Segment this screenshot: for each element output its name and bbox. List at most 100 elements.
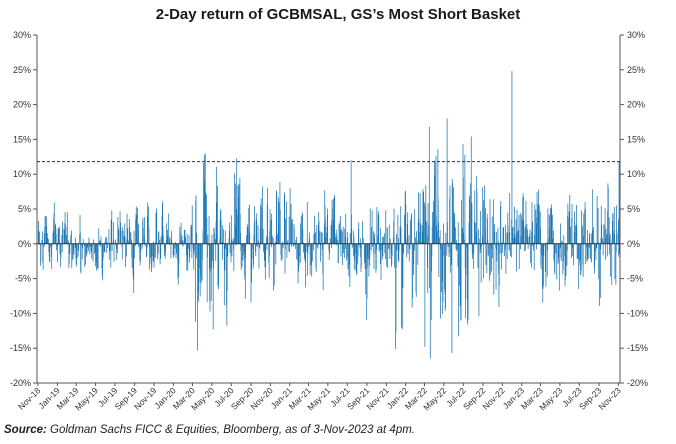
bar bbox=[438, 221, 439, 244]
bar bbox=[589, 233, 591, 244]
bar bbox=[420, 222, 421, 244]
bar bbox=[426, 235, 428, 244]
bar bbox=[250, 243, 252, 303]
bar bbox=[395, 243, 397, 269]
bar bbox=[179, 226, 181, 244]
bar bbox=[291, 218, 293, 244]
bar bbox=[351, 228, 353, 244]
bar bbox=[547, 208, 549, 244]
bar bbox=[358, 243, 360, 246]
bar bbox=[362, 237, 364, 244]
bar bbox=[404, 214, 405, 244]
bar bbox=[582, 243, 584, 277]
bar bbox=[336, 229, 338, 244]
bar bbox=[599, 243, 601, 299]
bar bbox=[90, 243, 92, 253]
bar bbox=[211, 243, 212, 268]
bar bbox=[104, 243, 106, 253]
bar bbox=[111, 243, 113, 251]
bar bbox=[254, 206, 255, 244]
bar bbox=[134, 243, 136, 247]
bar bbox=[236, 158, 238, 244]
bar bbox=[531, 243, 533, 246]
y-tick-label-right: 15% bbox=[627, 134, 645, 144]
bar bbox=[494, 231, 496, 244]
bar bbox=[149, 243, 151, 264]
bar bbox=[389, 243, 391, 260]
bar bbox=[500, 201, 502, 244]
y-tick-label-left: 20% bbox=[13, 100, 31, 110]
bar bbox=[61, 243, 63, 253]
bar bbox=[106, 237, 107, 244]
bar bbox=[214, 232, 215, 244]
bar bbox=[429, 243, 431, 359]
bar bbox=[334, 195, 335, 244]
bar bbox=[235, 225, 237, 244]
bar bbox=[180, 222, 182, 244]
bar bbox=[612, 213, 614, 244]
bar bbox=[309, 243, 311, 275]
bar bbox=[93, 243, 95, 254]
bar bbox=[479, 243, 481, 253]
bar bbox=[615, 243, 617, 253]
bar bbox=[147, 202, 149, 244]
bar bbox=[359, 238, 361, 244]
bar bbox=[442, 243, 444, 256]
bar bbox=[146, 243, 148, 248]
bar bbox=[558, 243, 560, 291]
bar bbox=[340, 243, 342, 257]
bar bbox=[482, 243, 484, 279]
bar bbox=[293, 227, 295, 244]
bar bbox=[243, 243, 244, 256]
bar bbox=[560, 223, 561, 244]
bar bbox=[540, 243, 542, 270]
bar bbox=[273, 243, 274, 291]
bar bbox=[403, 243, 404, 253]
bar bbox=[71, 230, 72, 244]
bar bbox=[209, 243, 211, 312]
bar bbox=[335, 233, 337, 244]
bar bbox=[61, 234, 63, 244]
bar bbox=[424, 243, 426, 347]
bar bbox=[279, 209, 281, 244]
x-tick-label: Nov-22 bbox=[480, 385, 507, 412]
bar bbox=[282, 243, 284, 249]
bar bbox=[417, 243, 419, 265]
bar bbox=[211, 234, 213, 244]
bar bbox=[311, 243, 313, 262]
bar bbox=[505, 243, 507, 274]
bar bbox=[57, 243, 58, 263]
bar bbox=[344, 243, 345, 258]
bar bbox=[580, 243, 582, 271]
bar bbox=[500, 241, 502, 244]
bar bbox=[275, 243, 277, 265]
bar bbox=[463, 232, 465, 244]
bar bbox=[387, 243, 389, 269]
bar bbox=[346, 243, 348, 258]
bar bbox=[400, 206, 402, 244]
bar bbox=[349, 243, 351, 287]
bar bbox=[352, 243, 354, 257]
bar bbox=[278, 202, 280, 244]
bar bbox=[366, 243, 368, 299]
bar bbox=[211, 243, 213, 261]
bar bbox=[246, 223, 248, 244]
bar bbox=[366, 243, 368, 268]
bar bbox=[235, 183, 236, 244]
bar bbox=[122, 227, 123, 244]
bar bbox=[474, 190, 476, 244]
x-tick-label: Nov-18 bbox=[16, 385, 43, 412]
bar bbox=[82, 243, 83, 249]
bar bbox=[616, 234, 618, 244]
bar bbox=[427, 203, 429, 244]
x-tick-label: Nov-23 bbox=[596, 385, 623, 412]
bar bbox=[325, 218, 326, 244]
bar bbox=[307, 243, 308, 276]
bar bbox=[182, 243, 184, 246]
bar bbox=[82, 243, 84, 246]
bar bbox=[347, 237, 348, 244]
bar bbox=[215, 243, 217, 261]
bar bbox=[88, 241, 90, 244]
bar bbox=[587, 229, 588, 244]
bar bbox=[108, 229, 110, 244]
